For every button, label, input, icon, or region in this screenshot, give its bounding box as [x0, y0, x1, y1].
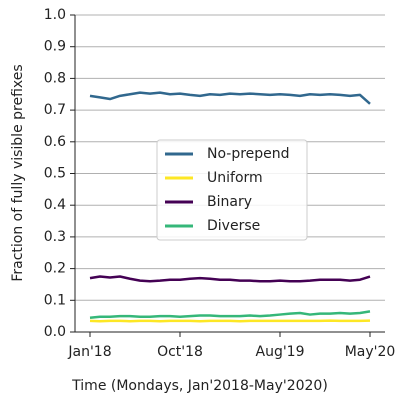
- y-tick-label: 0.5: [44, 166, 66, 182]
- y-tick-label: 0.2: [44, 261, 66, 277]
- x-tick-label: May'20: [345, 344, 396, 360]
- y-tick-label: 0.7: [44, 102, 66, 118]
- line-series: [89, 319, 371, 323]
- x-tick-label: Aug'19: [256, 344, 305, 360]
- x-tick-label: Jan'18: [67, 344, 111, 360]
- y-tick-label: 0.0: [44, 324, 66, 340]
- y-tick-label: 0.4: [44, 197, 66, 213]
- y-tick-label: 0.9: [44, 39, 66, 55]
- y-axis-label: Fraction of fully visible prefixes: [10, 64, 26, 281]
- legend: No-prepend Uniform Binary Diverse: [156, 139, 308, 241]
- x-tick-label: Oct'18: [157, 344, 203, 360]
- line-series: [89, 310, 371, 319]
- line-series: [89, 91, 371, 105]
- y-tick-label: 0.3: [44, 229, 66, 245]
- line-series: [89, 275, 371, 283]
- y-tick-label: 0.6: [44, 134, 66, 150]
- legend-label: Uniform: [207, 170, 263, 186]
- legend-label: No-prepend: [207, 146, 290, 162]
- legend-label: Binary: [207, 194, 252, 210]
- legend-label: Diverse: [207, 218, 260, 234]
- legend-box: [156, 139, 308, 241]
- y-tick-label: 1.0: [44, 7, 66, 23]
- y-tick-label: 0.1: [44, 292, 66, 308]
- x-axis-label: Time (Mondays, Jan'2018-May'2020): [71, 378, 328, 394]
- y-tick-label: 0.8: [44, 70, 66, 86]
